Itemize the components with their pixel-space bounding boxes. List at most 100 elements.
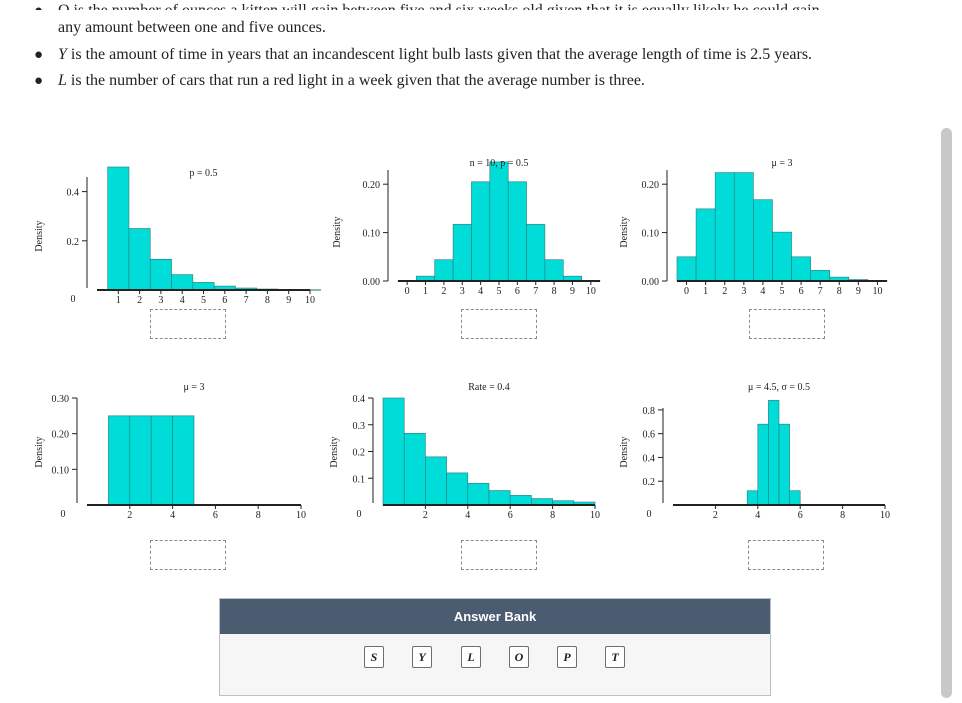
chart-bar <box>467 483 490 506</box>
x-tick-label: 10 <box>296 510 306 521</box>
x-tick-label: 9 <box>286 295 291 306</box>
token-p[interactable]: P <box>557 646 577 668</box>
token-l[interactable]: L <box>461 646 481 668</box>
y-tick-label: 0.4 <box>67 188 80 199</box>
x-tick-label: 5 <box>780 286 785 297</box>
token-s[interactable]: S <box>364 646 384 668</box>
variable-l: L <box>58 72 67 89</box>
variable-y: Y <box>58 46 67 63</box>
drop-target-2[interactable] <box>461 309 537 339</box>
x-tick-label: 4 <box>180 295 185 306</box>
chart-bar <box>507 181 527 282</box>
x-tick-label: 3 <box>741 286 746 297</box>
answer-bank: Answer Bank S Y L O P T <box>219 598 771 696</box>
x-tick-label: 4 <box>465 510 470 521</box>
chart-bar <box>489 161 509 282</box>
bullet-y-text: is the amount of time in years that an i… <box>66 46 813 63</box>
chart-bar <box>695 208 716 282</box>
y-tick-label: 0.20 <box>363 180 381 191</box>
bullet-o-line2: any amount between one and five ounces. <box>58 19 326 36</box>
token-y[interactable]: Y <box>412 646 432 668</box>
x-tick-label: 8 <box>265 295 270 306</box>
chart-bar <box>129 415 152 506</box>
x-tick-label: 2 <box>441 286 446 297</box>
x-tick-label: 1 <box>703 286 708 297</box>
x-tick-label: 0 <box>684 286 689 297</box>
chart-bar <box>757 423 769 506</box>
chart-bar <box>446 472 469 506</box>
x-tick-label: 2 <box>423 510 428 521</box>
chart-bar <box>789 490 801 506</box>
chart-bar <box>714 172 735 282</box>
drop-target-6[interactable] <box>748 540 824 570</box>
bullet-o-line1: ●O is the number of ounces a kitten will… <box>34 0 820 10</box>
origin-label: 0 <box>71 294 76 305</box>
x-tick-label: 8 <box>552 286 557 297</box>
x-tick-label: 8 <box>256 510 261 521</box>
x-tick-label: 1 <box>116 295 121 306</box>
token-t[interactable]: T <box>605 646 625 668</box>
chart-bar <box>403 433 426 506</box>
chart-bar <box>149 258 172 291</box>
chart-bar <box>128 228 151 291</box>
y-tick-label: 0.10 <box>52 465 70 476</box>
bullet-dot: ● <box>34 73 44 89</box>
origin-label: 0 <box>61 509 66 520</box>
x-tick-label: 8 <box>837 286 842 297</box>
drop-target-3[interactable] <box>749 309 825 339</box>
x-tick-label: 10 <box>305 295 315 306</box>
y-tick-label: 0.10 <box>363 229 381 240</box>
x-tick-label: 0 <box>405 286 410 297</box>
x-tick-label: 7 <box>244 295 249 306</box>
y-tick-label: 0.30 <box>52 394 70 405</box>
drop-target-4[interactable] <box>150 540 226 570</box>
y-tick-label: 0.20 <box>642 180 660 191</box>
chart-bar <box>425 456 447 506</box>
x-tick-label: 10 <box>872 286 882 297</box>
chart-title: n = 10, p = 0.5 <box>470 158 529 169</box>
x-tick-label: 9 <box>856 286 861 297</box>
chart-bar <box>768 400 780 506</box>
chart-bar <box>382 397 405 506</box>
y-tick-label: 0.8 <box>643 406 656 417</box>
chart-title: Rate = 0.4 <box>468 382 509 393</box>
answer-bank-title: Answer Bank <box>220 599 770 634</box>
y-axis-label: Density <box>619 436 630 467</box>
bullet-y: ● Y is the amount of time in years that a… <box>34 44 813 66</box>
x-tick-label: 8 <box>550 510 555 521</box>
drop-target-1[interactable] <box>150 309 226 339</box>
distribution-charts: 0.20.40 1 2 3 4 5 6 7 8 9 10p = 0.5Density0.000.10… <box>34 158 890 521</box>
chart-bar <box>676 256 697 282</box>
chart-bar <box>452 224 472 282</box>
x-tick-label: 4 <box>760 286 765 297</box>
y-axis-label: Density <box>34 436 45 467</box>
x-tick-label: 4 <box>478 286 483 297</box>
chart-bar <box>107 166 130 291</box>
chart-title: p = 0.5 <box>189 168 217 179</box>
y-tick-label: 0.20 <box>52 430 70 441</box>
x-tick-label: 6 <box>515 286 520 297</box>
x-tick-label: 10 <box>586 286 596 297</box>
chart-bar <box>150 415 173 506</box>
chart-bar <box>733 172 754 282</box>
drop-target-5[interactable] <box>461 540 537 570</box>
token-o[interactable]: O <box>509 646 529 668</box>
chart-bar <box>778 423 790 506</box>
chart-bar <box>544 259 564 282</box>
y-axis-label: Density <box>619 216 630 247</box>
chart-bar <box>772 231 792 282</box>
chart-bar <box>746 490 759 506</box>
x-tick-label: 1 <box>423 286 428 297</box>
bullet-l-text: is the number of cars that run a red lig… <box>66 72 645 89</box>
chart-bar <box>509 495 532 506</box>
y-tick-label: 0.2 <box>67 237 80 248</box>
chart-bar <box>108 415 131 506</box>
x-tick-label: 6 <box>222 295 227 306</box>
x-tick-label: 2 <box>127 510 132 521</box>
x-tick-label: 2 <box>713 510 718 521</box>
x-tick-label: 3 <box>460 286 465 297</box>
x-tick-label: 10 <box>880 510 890 521</box>
vertical-scrollbar[interactable] <box>941 128 952 698</box>
x-tick-label: 2 <box>722 286 727 297</box>
y-axis-label: Density <box>332 216 343 247</box>
